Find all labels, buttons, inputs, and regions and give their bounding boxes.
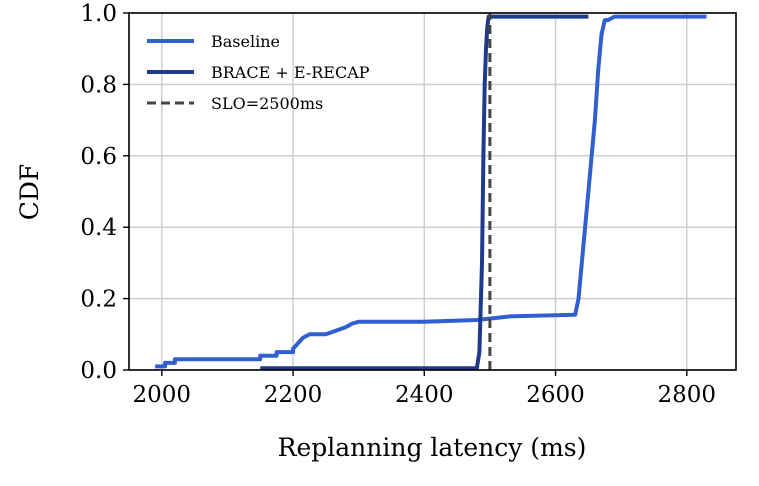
x-tick-label: 2000 (133, 382, 192, 408)
legend: Baseline BRACE + E-RECAP SLO=2500ms (147, 32, 370, 113)
y-axis-label: CDF (15, 164, 44, 221)
series-lines (155, 13, 707, 371)
x-tick-label: 2600 (526, 382, 585, 408)
plot-frame (128, 12, 737, 371)
series-line-0 (155, 14, 707, 369)
x-axis-label: Replanning latency (ms) (278, 433, 587, 462)
legend-label-0: Baseline (211, 32, 280, 51)
y-tick-label: 0.2 (80, 287, 117, 313)
y-tick-label: 1.0 (80, 1, 117, 27)
legend-label-1: BRACE + E-RECAP (211, 63, 370, 82)
x-tick-label: 2200 (264, 382, 323, 408)
x-tick-label: 2400 (395, 382, 454, 408)
legend-label-2: SLO=2500ms (211, 94, 323, 113)
axis-ticks: 2000 2200 2400 2600 2800 0.0 0.2 0.4 0.6 0.8 1.0 (80, 1, 716, 408)
y-tick-label: 0.6 (80, 144, 117, 170)
x-tick-label: 2800 (658, 382, 717, 408)
y-tick-label: 0.4 (80, 215, 117, 241)
y-tick-label: 0.8 (80, 72, 117, 98)
y-tick-label: 0.0 (80, 358, 117, 384)
